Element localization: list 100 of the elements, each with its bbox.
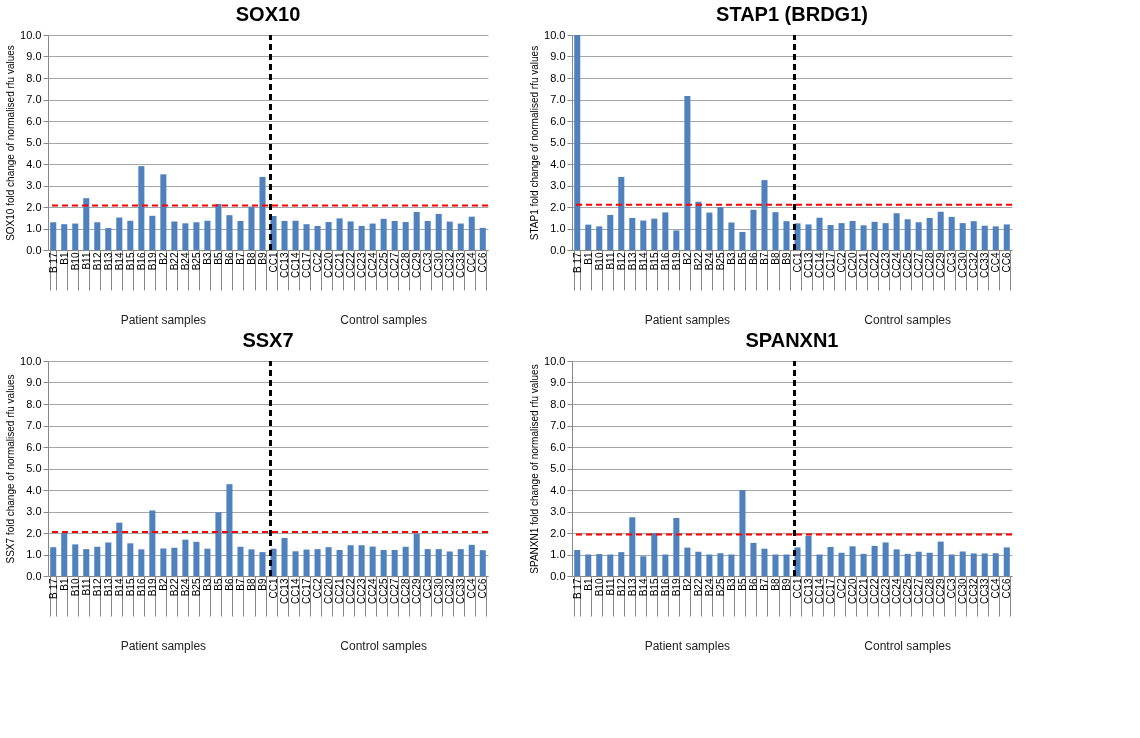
x-tick-label: CC24 [891, 578, 903, 605]
bar [237, 546, 244, 576]
text: Patient samples [644, 313, 731, 327]
bar [607, 214, 614, 250]
x-tick-label: B10 [69, 578, 81, 597]
bar [248, 549, 255, 576]
bar [640, 220, 647, 250]
bar [160, 174, 167, 250]
x-tick-label: B3 [725, 252, 737, 265]
x-tick-label: B13 [102, 252, 114, 271]
y-tick-label: 2.0 [550, 200, 566, 213]
x-tick-label: B2 [681, 578, 693, 591]
x-tick-label: B7 [234, 252, 246, 265]
bar [783, 554, 790, 576]
bar [805, 535, 812, 576]
x-tick-label: CC33 [979, 578, 991, 605]
bar [160, 548, 167, 576]
bar [673, 517, 680, 576]
bar [882, 223, 889, 250]
bar [607, 554, 614, 576]
bar [391, 220, 398, 250]
bar [237, 220, 244, 250]
x-tick-label: B22 [168, 578, 180, 597]
x-tick-label: B16 [659, 578, 671, 597]
x-tick-label: CC23 [880, 578, 892, 605]
bar [424, 220, 431, 250]
bar [849, 546, 856, 576]
x-tick-label: B2 [157, 578, 169, 591]
x-tick-label: CC14 [814, 578, 826, 605]
bar [424, 549, 431, 576]
x-tick-label: CC17 [301, 252, 313, 279]
x-tick-label: B12 [615, 252, 627, 271]
bar [435, 213, 442, 250]
bar [479, 550, 486, 576]
bar [838, 223, 845, 250]
bar [402, 546, 409, 576]
bar [596, 554, 603, 576]
x-tick-label: B2 [157, 252, 169, 265]
bar [673, 230, 680, 250]
bar [413, 533, 420, 576]
y-tick-label: 1.0 [550, 222, 566, 234]
x-tick-label: B6 [223, 578, 235, 591]
x-tick-label: CC24 [891, 252, 903, 279]
x-tick-label: B24 [703, 252, 715, 271]
x-tick-label: B6 [223, 252, 235, 265]
x-tick-label: CC4 [990, 252, 1002, 273]
bar [970, 553, 977, 576]
x-tick-label: CC17 [301, 578, 313, 605]
x-tick-label: CC17 [825, 252, 837, 279]
bar [193, 222, 200, 250]
x-tick-label: CC30 [957, 578, 969, 605]
bar [695, 551, 702, 576]
x-tick-label: CC17 [825, 578, 837, 605]
x-tick-label: B12 [91, 578, 103, 597]
y-axis-title: SOX10 fold change of normalised rfu values [5, 45, 17, 241]
bar [94, 546, 101, 576]
y-tick-label: 7.0 [550, 93, 566, 105]
bar [314, 549, 321, 576]
bar [259, 552, 266, 576]
y-tick-label: 6.0 [550, 114, 566, 127]
x-tick-label: CC22 [869, 578, 881, 605]
y-tick-label: 4.0 [26, 157, 42, 170]
x-tick-label: CC6 [477, 578, 489, 599]
bar [662, 554, 669, 576]
y-tick-label: 9.0 [26, 376, 42, 388]
bar [457, 223, 464, 250]
y-tick-label: 10.0 [20, 354, 42, 367]
x-tick-label: B8 [769, 252, 781, 265]
y-tick-label: 10.0 [544, 354, 566, 367]
bar [468, 544, 475, 576]
bar [347, 221, 354, 250]
bar [94, 222, 101, 250]
x-tick-label: CC27 [389, 578, 401, 605]
bar [446, 221, 453, 250]
x-tick-label: B10 [593, 578, 605, 597]
bar [882, 542, 889, 576]
x-tick-label: B19 [670, 252, 682, 271]
x-tick-label: CC13 [279, 578, 291, 605]
bar [127, 220, 134, 250]
bar [860, 553, 867, 576]
x-tick-label: CC30 [957, 252, 969, 279]
y-axis-title: SPANXN1 fold change of normalised rfu values [529, 364, 541, 574]
bar [105, 228, 112, 250]
bar [215, 203, 222, 250]
bar [479, 227, 486, 250]
y-tick-label: 7.0 [26, 419, 42, 431]
x-tick-label: B3 [725, 578, 737, 591]
x-tick-label: CC20 [323, 578, 335, 605]
text: Control samples [340, 639, 427, 653]
bar [761, 180, 768, 250]
bar [358, 545, 365, 576]
x-tick-label: B19 [146, 578, 158, 597]
x-tick-label: B11 [604, 252, 616, 270]
x-tick-label: CC27 [913, 578, 925, 605]
x-tick-label: B16 [135, 252, 147, 271]
bar [970, 221, 977, 250]
x-tick-label: B25 [714, 252, 726, 271]
x-tick-label: B12 [91, 252, 103, 271]
bar [171, 221, 178, 250]
x-tick-label: B24 [179, 252, 191, 271]
